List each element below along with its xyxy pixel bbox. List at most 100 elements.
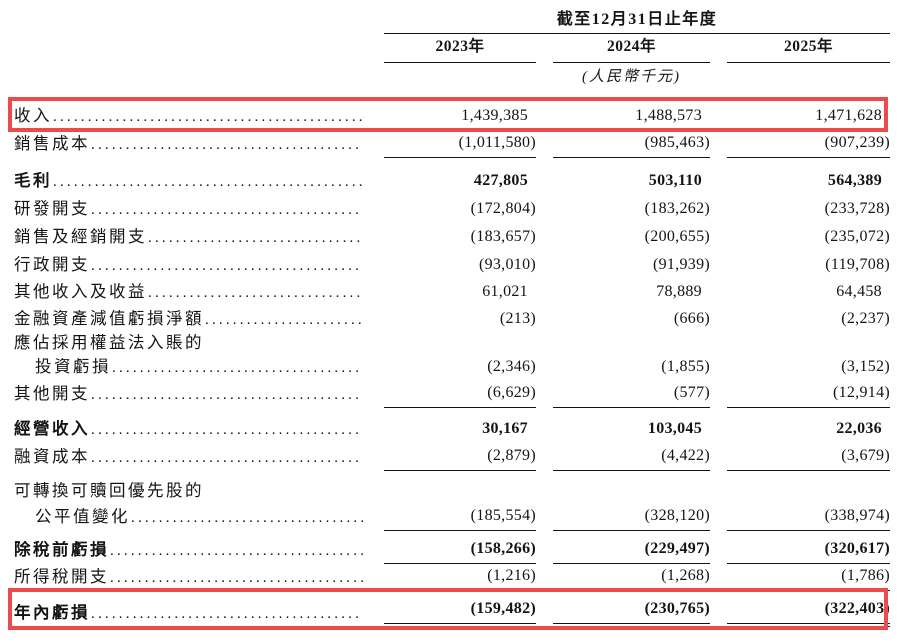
value-2025: 64,458 bbox=[836, 283, 882, 301]
value-2024: (666) bbox=[673, 310, 710, 328]
dot-leader bbox=[110, 570, 363, 587]
financial-table-body: 收入 1,439,385 1,488,573 1,471,628 銷售成本 (1… bbox=[0, 96, 897, 630]
year-label-2023: 2023年 bbox=[384, 38, 536, 63]
value-2024: (1,268) bbox=[553, 567, 710, 591]
row-label: 銷售及經銷開支 bbox=[14, 227, 147, 246]
year-label-2024: 2024年 bbox=[553, 38, 710, 63]
table-row-fair-value-change: 公平值變化 (185,554) (328,120) (338,974) bbox=[0, 505, 897, 531]
value-2025: (322,403) bbox=[727, 600, 890, 627]
period-title: 截至12月31日止年度 bbox=[384, 10, 890, 35]
row-label: 除稅前虧損 bbox=[14, 540, 109, 559]
value-2025: 22,036 bbox=[836, 420, 882, 438]
value-2023: (158,266) bbox=[384, 540, 536, 564]
value-2024: 103,045 bbox=[647, 420, 702, 438]
value-2025: (119,708) bbox=[825, 256, 890, 274]
row-label: 毛利 bbox=[14, 171, 52, 190]
row-label: 行政開支 bbox=[14, 255, 90, 274]
value-2025: (2,237) bbox=[841, 310, 890, 328]
value-2025: (320,617) bbox=[727, 540, 890, 564]
value-2023: (93,010) bbox=[478, 256, 536, 274]
dot-leader bbox=[91, 137, 363, 154]
dot-leader bbox=[112, 360, 363, 377]
value-2025: (907,239) bbox=[727, 134, 890, 158]
value-2024: (183,262) bbox=[644, 200, 710, 218]
value-2025: (1,786) bbox=[727, 567, 890, 591]
row-label: 研發開支 bbox=[14, 199, 90, 218]
table-row-admin-expenses: 行政開支 (93,010) (91,939) (119,708) bbox=[0, 251, 897, 279]
dot-leader bbox=[91, 422, 363, 439]
row-label: 其他收入及收益 bbox=[14, 282, 147, 301]
dot-leader bbox=[131, 510, 363, 527]
table-row-impairment-losses: 金融資產減值虧損淨額 (213) (666) (2,237) bbox=[0, 306, 897, 333]
table-row-operating-income: 經營收入 30,167 103,045 22,036 bbox=[0, 415, 897, 443]
value-2023: (1,216) bbox=[384, 567, 536, 591]
value-2024: (4,422) bbox=[553, 447, 710, 471]
value-2024: (577) bbox=[553, 384, 710, 408]
dot-leader bbox=[91, 450, 363, 467]
table-row-cost-of-sales: 銷售成本 (1,011,580) (985,463) (907,239) bbox=[0, 130, 897, 158]
value-2023: (6,629) bbox=[384, 384, 536, 408]
row-label: 可轉換可贖回優先股的 bbox=[14, 481, 204, 500]
dot-leader bbox=[148, 230, 363, 247]
table-row-equity-method-line1: 應佔採用權益法入賬的 bbox=[0, 333, 897, 357]
value-2023: (1,011,580) bbox=[384, 134, 536, 158]
dot-leader bbox=[91, 258, 363, 275]
value-2023: (213) bbox=[499, 310, 536, 328]
value-2024: (985,463) bbox=[553, 134, 710, 158]
value-2023: (2,879) bbox=[384, 447, 536, 471]
table-row-other-expenses: 其他開支 (6,629) (577) (12,914) bbox=[0, 381, 897, 408]
value-2024: (200,655) bbox=[644, 228, 710, 246]
value-2025: (3,679) bbox=[727, 447, 890, 471]
row-label: 銷售成本 bbox=[14, 134, 90, 153]
currency-note-row: (人民幣千元) bbox=[0, 63, 897, 90]
value-2023: (159,482) bbox=[384, 600, 536, 627]
row-label: 公平值變化 bbox=[35, 507, 130, 526]
value-2023: (172,804) bbox=[470, 200, 536, 218]
year-label-2025: 2025年 bbox=[727, 38, 890, 63]
value-2024: (230,765) bbox=[553, 600, 710, 627]
value-2023: (2,346) bbox=[487, 358, 536, 376]
value-2025: (3,152) bbox=[841, 358, 890, 376]
table-row-loss-before-tax: 除稅前虧損 (158,266) (229,497) (320,617) bbox=[0, 536, 897, 564]
dot-leader bbox=[205, 312, 363, 329]
value-2025: 1,471,628 bbox=[815, 107, 882, 125]
row-label: 所得稅開支 bbox=[14, 567, 109, 586]
table-row-other-income: 其他收入及收益 61,021 78,889 64,458 bbox=[0, 279, 897, 306]
row-label: 應佔採用權益法入賬的 bbox=[14, 333, 204, 352]
value-2025: (235,072) bbox=[824, 228, 890, 246]
year-header-row: 2023年 2024年 2025年 bbox=[0, 38, 897, 63]
row-label: 收入 bbox=[14, 106, 52, 125]
value-2024: (1,855) bbox=[661, 358, 710, 376]
row-label: 金融資產減值虧損淨額 bbox=[14, 309, 204, 328]
dot-leader bbox=[148, 285, 363, 302]
dot-leader bbox=[91, 202, 363, 219]
table-row-selling-expenses: 銷售及經銷開支 (183,657) (200,655) (235,072) bbox=[0, 223, 897, 251]
table-row-preferred-shares-line1: 可轉換可贖回優先股的 bbox=[0, 481, 897, 505]
value-2024: 78,889 bbox=[656, 283, 702, 301]
table-row-revenue: 收入 1,439,385 1,488,573 1,471,628 bbox=[0, 96, 897, 132]
value-2024: (91,939) bbox=[652, 256, 710, 274]
period-title-row: 截至12月31日止年度 bbox=[0, 10, 897, 35]
dot-leader bbox=[53, 174, 363, 191]
value-2024: (328,120) bbox=[553, 507, 710, 531]
row-label: 其他開支 bbox=[14, 384, 90, 403]
value-2024: (229,497) bbox=[553, 540, 710, 564]
value-2023: 427,805 bbox=[473, 172, 528, 190]
value-2024: 503,110 bbox=[648, 172, 702, 190]
value-2025: (12,914) bbox=[727, 384, 890, 408]
table-header: 截至12月31日止年度 2023年 2024年 2025年 (人民幣千元) bbox=[0, 0, 897, 90]
value-2023: (183,657) bbox=[470, 228, 536, 246]
row-label: 融資成本 bbox=[14, 447, 90, 466]
dot-leader bbox=[91, 387, 363, 404]
row-label: 投資虧損 bbox=[35, 357, 111, 376]
value-2025: (338,974) bbox=[727, 507, 890, 531]
value-2023: (185,554) bbox=[384, 507, 536, 531]
table-row-rd-expenses: 研發開支 (172,804) (183,262) (233,728) bbox=[0, 195, 897, 223]
value-2023: 30,167 bbox=[482, 420, 528, 438]
value-2024: 1,488,573 bbox=[635, 107, 702, 125]
row-label: 經營收入 bbox=[14, 419, 90, 438]
currency-note: (人民幣千元) bbox=[582, 68, 681, 85]
value-2025: 564,389 bbox=[827, 172, 882, 190]
dot-leader bbox=[110, 543, 363, 560]
table-row-finance-costs: 融資成本 (2,879) (4,422) (3,679) bbox=[0, 443, 897, 471]
